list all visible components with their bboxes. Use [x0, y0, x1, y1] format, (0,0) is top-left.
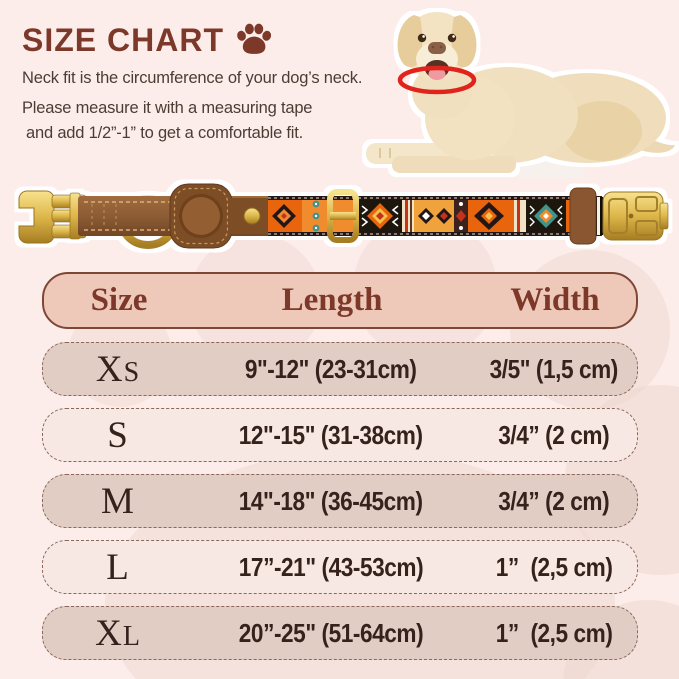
- size-label: XS: [95, 348, 141, 390]
- width-value: 3/4” (2 cm): [498, 419, 610, 450]
- buckle-female-icon: [602, 191, 669, 241]
- paw-icon: [237, 23, 272, 54]
- table-row-xs: XS 9"-12" (23-31cm) 3/5" (1,5 cm): [42, 342, 638, 396]
- intro-line-3: and add 1/2”-1” to get a comfortable fit…: [26, 124, 304, 142]
- header-size: Size: [90, 282, 148, 318]
- table-header-row: Size Length Width: [42, 272, 638, 329]
- size-label: M: [101, 480, 135, 522]
- page-title: SIZE CHART: [22, 22, 224, 58]
- dog-photo: [366, 12, 675, 178]
- size-label: S: [107, 414, 129, 456]
- length-value: 20”-25" (51-64cm): [238, 617, 424, 648]
- size-label: L: [106, 546, 130, 588]
- length-value: 17”-21" (43-53cm): [238, 551, 424, 582]
- buckle-male-icon: [18, 190, 87, 244]
- width-value: 1” (2,5 cm): [495, 617, 613, 648]
- table-row-l: L 17”-21" (43-53cm) 1” (2,5 cm): [42, 540, 638, 594]
- airtag-holder-icon: [169, 183, 233, 249]
- length-value: 12"-15" (31-38cm): [239, 419, 423, 450]
- intro-line-2: Please measure it with a measuring tape: [22, 99, 313, 117]
- keeper-icon: [569, 187, 597, 245]
- length-value: 14"-18" (36-45cm): [239, 485, 423, 516]
- intro-text: Neck fit is the circumference of your do…: [22, 66, 367, 146]
- table-row-m: M 14"-18" (36-45cm) 3/4” (2 cm): [42, 474, 638, 528]
- header-width: Width: [510, 282, 600, 318]
- collar-image: [18, 183, 669, 249]
- length-value: 9"-12" (23-31cm): [245, 353, 417, 384]
- width-value: 1” (2,5 cm): [495, 551, 613, 582]
- rivet-icon: [243, 207, 261, 225]
- table-row-s: S 12"-15" (31-38cm) 3/4” (2 cm): [42, 408, 638, 462]
- intro-line-1: Neck fit is the circumference of your do…: [22, 69, 363, 87]
- rivet-strap: [228, 198, 272, 234]
- width-value: 3/5" (1,5 cm): [489, 353, 619, 384]
- neck-measure-ring: [397, 65, 477, 95]
- webbing-pattern: [268, 196, 603, 236]
- slider-icon: [327, 189, 359, 243]
- size-table: Size Length Width XS 9"-12" (23-31cm) 3/…: [42, 272, 638, 672]
- header-length: Length: [281, 282, 383, 318]
- table-row-xl: XL 20”-25" (51-64cm) 1” (2,5 cm): [42, 606, 638, 660]
- width-value: 3/4” (2 cm): [498, 485, 610, 516]
- size-label: XL: [95, 612, 141, 654]
